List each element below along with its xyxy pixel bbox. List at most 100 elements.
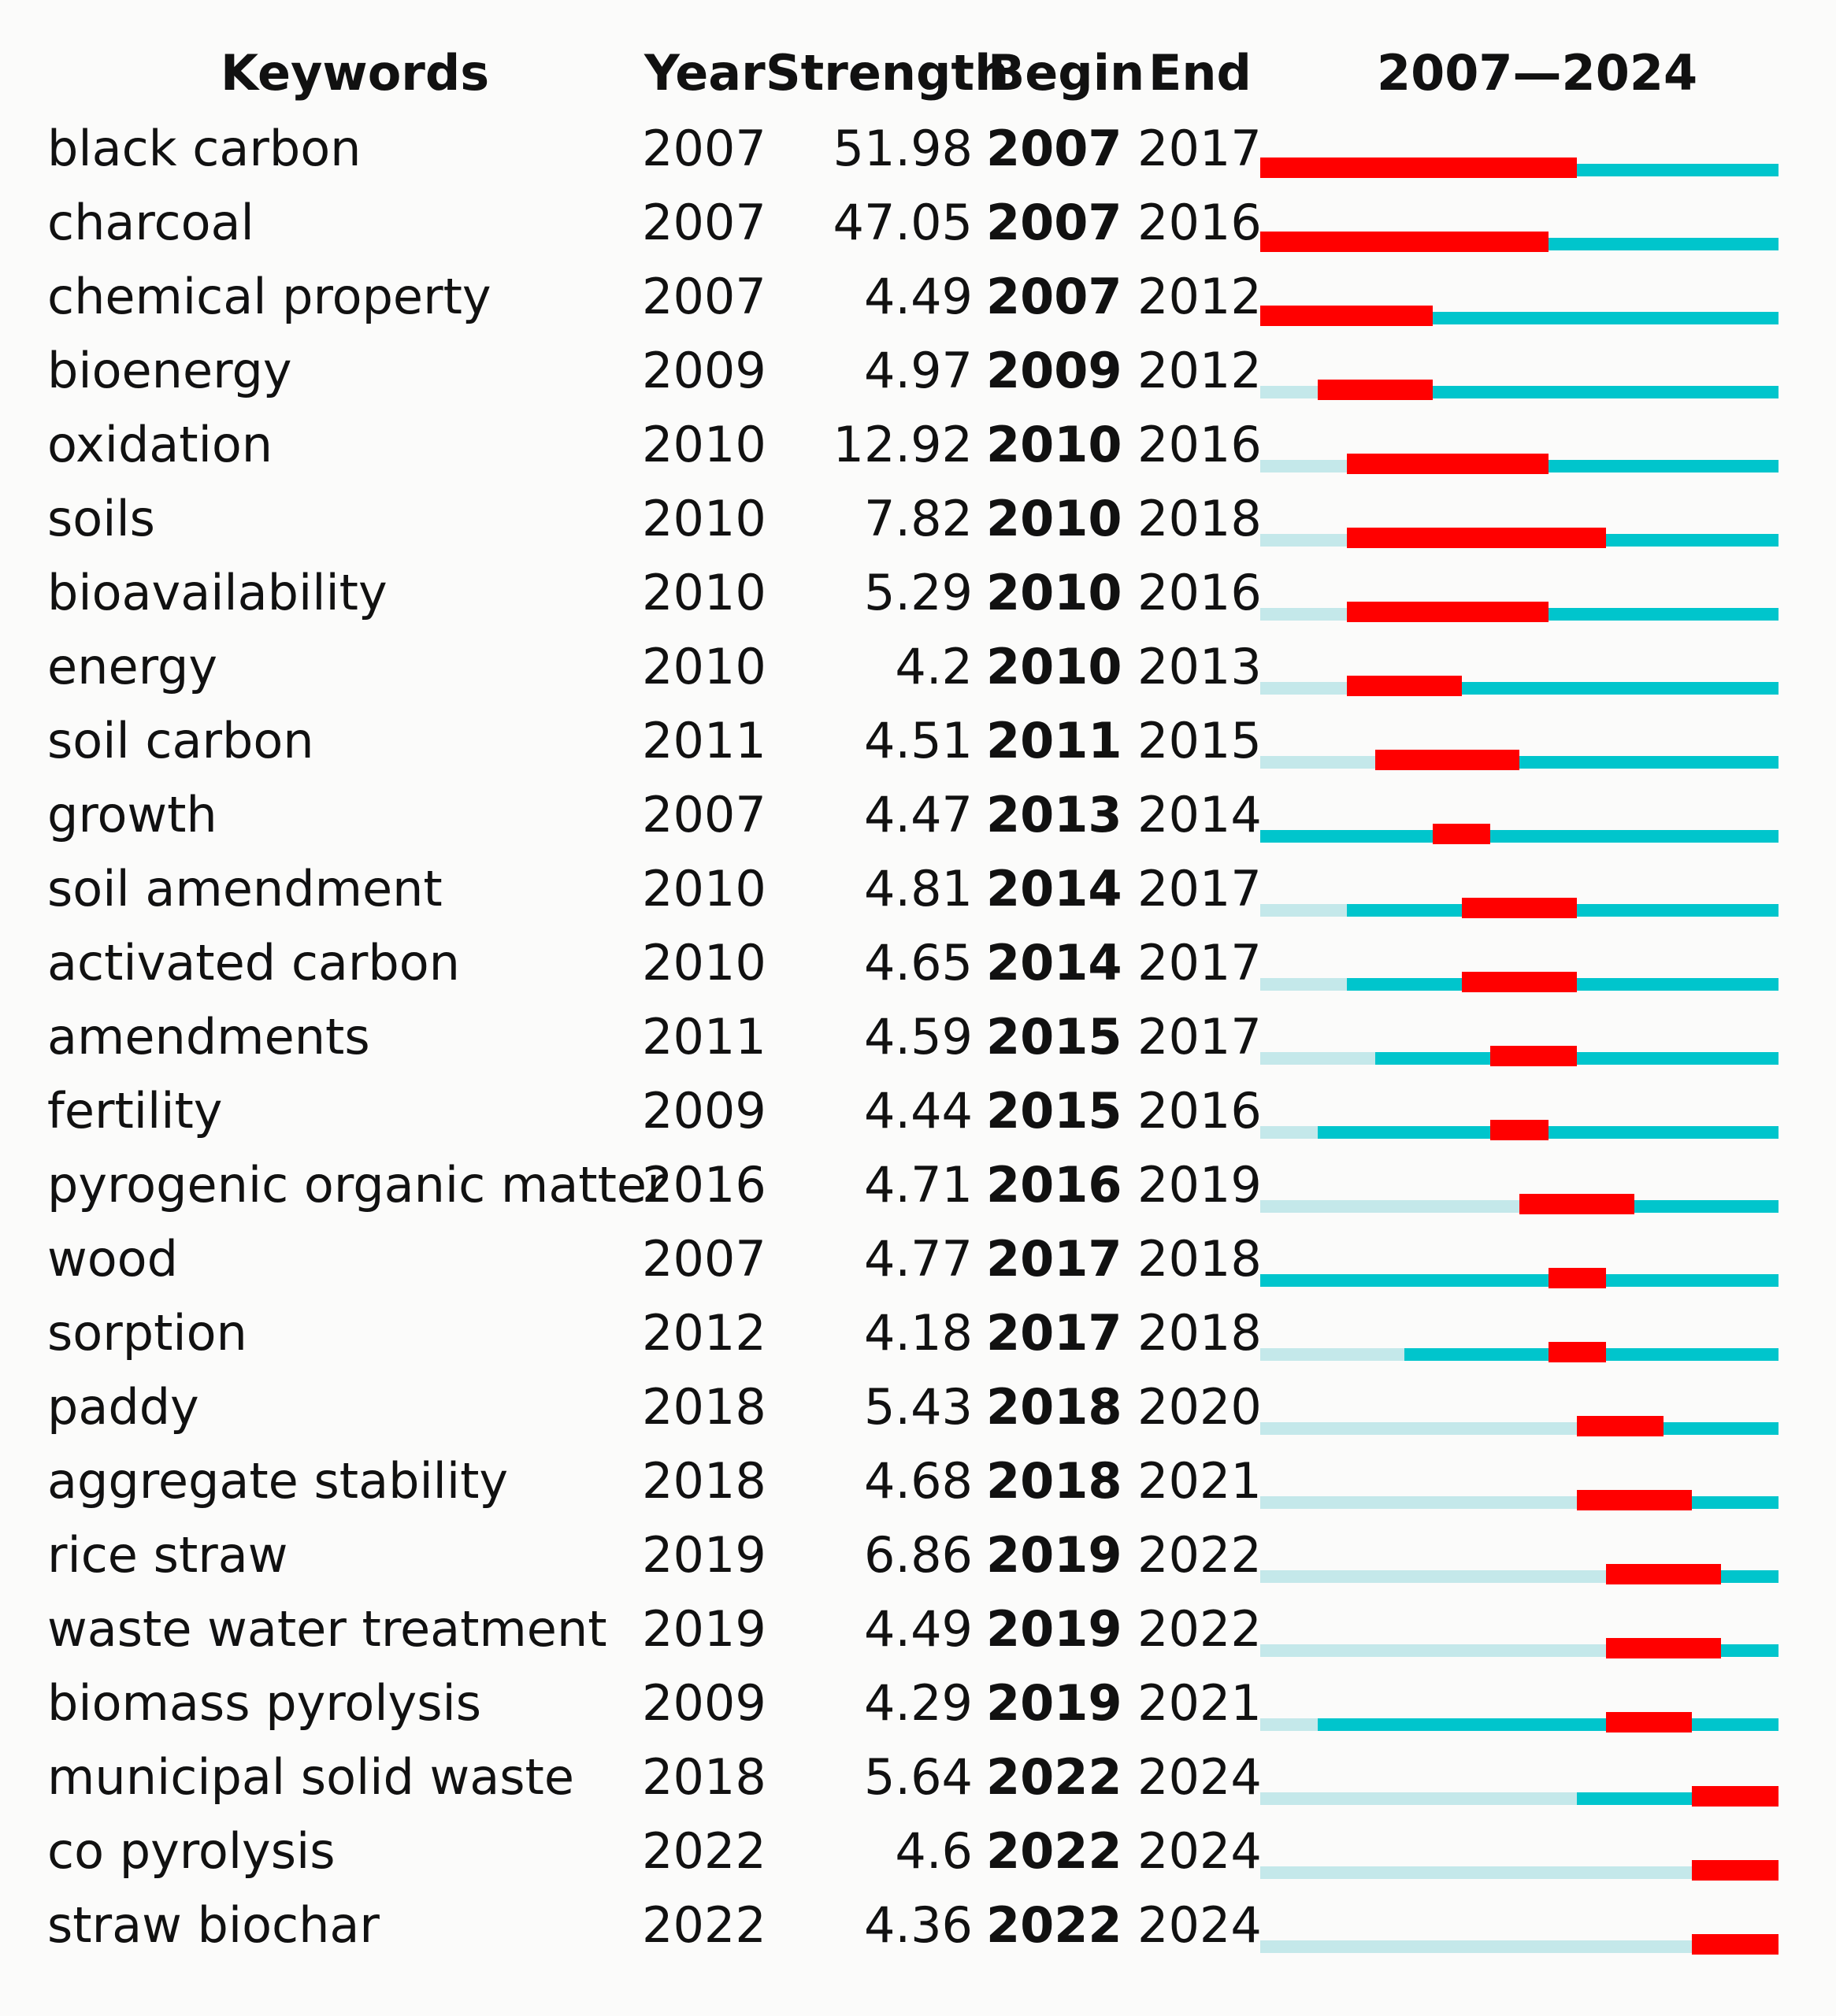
year-value: 2019 xyxy=(642,1526,766,1584)
end-value: 2018 xyxy=(1137,1230,1262,1288)
active-segment xyxy=(1318,1718,1779,1731)
strength-value: 51.98 xyxy=(833,120,974,177)
begin-value: 2011 xyxy=(986,712,1122,769)
burst-bar xyxy=(1490,1120,1549,1140)
active-segment xyxy=(1260,830,1779,843)
inactive-segment xyxy=(1260,1348,1404,1361)
end-value: 2017 xyxy=(1137,120,1262,177)
strength-value: 4.2 xyxy=(895,638,973,695)
table-row: oxidation 2010 12.92 2010 2016 xyxy=(0,408,1836,482)
strength-value: 7.82 xyxy=(863,490,973,547)
header-keywords: Keywords xyxy=(221,44,490,102)
end-value: 2016 xyxy=(1137,1082,1262,1140)
strength-value: 4.49 xyxy=(863,268,973,325)
timeline-track xyxy=(0,1814,1836,1888)
burst-bar xyxy=(1605,1564,1721,1584)
inactive-segment xyxy=(1260,608,1347,621)
end-value: 2024 xyxy=(1137,1822,1262,1880)
begin-value: 2019 xyxy=(986,1600,1122,1658)
timeline-track xyxy=(0,112,1836,186)
timeline-track xyxy=(0,1592,1836,1666)
header-year: Year xyxy=(644,44,766,102)
table-row: soil carbon 2011 4.51 2011 2015 xyxy=(0,704,1836,778)
header-end: End xyxy=(1148,44,1252,102)
year-value: 2007 xyxy=(642,786,766,843)
strength-value: 4.77 xyxy=(863,1230,973,1288)
burst-bar xyxy=(1548,1342,1606,1362)
strength-value: 6.86 xyxy=(863,1526,973,1584)
end-value: 2013 xyxy=(1137,638,1262,695)
inactive-segment xyxy=(1260,756,1376,769)
year-value: 2022 xyxy=(642,1896,766,1954)
timeline-track xyxy=(0,1740,1836,1814)
end-value: 2012 xyxy=(1137,268,1262,325)
burst-bar xyxy=(1461,972,1578,992)
burst-bar xyxy=(1692,1786,1779,1807)
begin-value: 2014 xyxy=(986,934,1122,991)
active-segment xyxy=(1318,1126,1779,1139)
year-value: 2009 xyxy=(642,1674,766,1732)
keyword-label: wood xyxy=(47,1230,178,1288)
burst-bar xyxy=(1461,898,1578,918)
keyword-label: straw biochar xyxy=(47,1896,380,1954)
burst-bar xyxy=(1692,1860,1779,1881)
end-value: 2017 xyxy=(1137,860,1262,917)
timeline-track xyxy=(0,778,1836,852)
end-value: 2012 xyxy=(1137,342,1262,399)
strength-value: 4.6 xyxy=(895,1822,973,1880)
table-row: chemical property 2007 4.49 2007 2012 xyxy=(0,260,1836,334)
end-value: 2022 xyxy=(1137,1526,1262,1584)
begin-value: 2014 xyxy=(986,860,1122,917)
header-range: 2007—2024 xyxy=(1377,44,1698,102)
strength-value: 5.64 xyxy=(863,1748,973,1806)
end-value: 2018 xyxy=(1137,490,1262,547)
end-value: 2017 xyxy=(1137,1008,1262,1065)
begin-value: 2018 xyxy=(986,1452,1122,1510)
end-value: 2024 xyxy=(1137,1748,1262,1806)
keyword-label: aggregate stability xyxy=(47,1452,509,1510)
year-value: 2009 xyxy=(642,1082,766,1140)
burst-bar xyxy=(1260,306,1434,326)
burst-bar xyxy=(1519,1194,1635,1214)
burst-bar xyxy=(1346,676,1462,696)
year-value: 2011 xyxy=(642,712,766,769)
begin-value: 2019 xyxy=(986,1674,1122,1732)
begin-value: 2022 xyxy=(986,1748,1122,1806)
table-row: charcoal 2007 47.05 2007 2016 xyxy=(0,186,1836,260)
keyword-label: charcoal xyxy=(47,194,254,251)
keyword-label: chemical property xyxy=(47,268,491,325)
keyword-label: activated carbon xyxy=(47,934,460,991)
timeline-track xyxy=(0,926,1836,1000)
timeline-track xyxy=(0,1000,1836,1074)
timeline-track xyxy=(0,186,1836,260)
end-value: 2020 xyxy=(1137,1378,1262,1436)
header-begin: Begin xyxy=(988,44,1145,102)
inactive-segment xyxy=(1260,1496,1578,1509)
burst-bar xyxy=(1346,602,1549,622)
timeline-track xyxy=(0,260,1836,334)
year-value: 2010 xyxy=(642,860,766,917)
strength-value: 4.97 xyxy=(863,342,973,399)
year-value: 2011 xyxy=(642,1008,766,1065)
timeline-track xyxy=(0,408,1836,482)
year-value: 2010 xyxy=(642,638,766,695)
begin-value: 2007 xyxy=(986,120,1122,177)
end-value: 2015 xyxy=(1137,712,1262,769)
end-value: 2016 xyxy=(1137,564,1262,621)
burst-bar xyxy=(1346,528,1606,548)
keyword-label: black carbon xyxy=(47,120,362,177)
inactive-segment xyxy=(1260,1644,1606,1657)
burst-bar xyxy=(1318,380,1434,400)
table-row: growth 2007 4.47 2013 2014 xyxy=(0,778,1836,852)
timeline-track xyxy=(0,556,1836,630)
timeline-track xyxy=(0,1888,1836,1962)
year-value: 2007 xyxy=(642,120,766,177)
keyword-label: fertility xyxy=(47,1082,223,1140)
begin-value: 2017 xyxy=(986,1230,1122,1288)
end-value: 2019 xyxy=(1137,1156,1262,1214)
timeline-track xyxy=(0,630,1836,704)
year-value: 2018 xyxy=(642,1748,766,1806)
year-value: 2012 xyxy=(642,1304,766,1362)
begin-value: 2015 xyxy=(986,1082,1122,1140)
burst-bar xyxy=(1375,750,1519,770)
